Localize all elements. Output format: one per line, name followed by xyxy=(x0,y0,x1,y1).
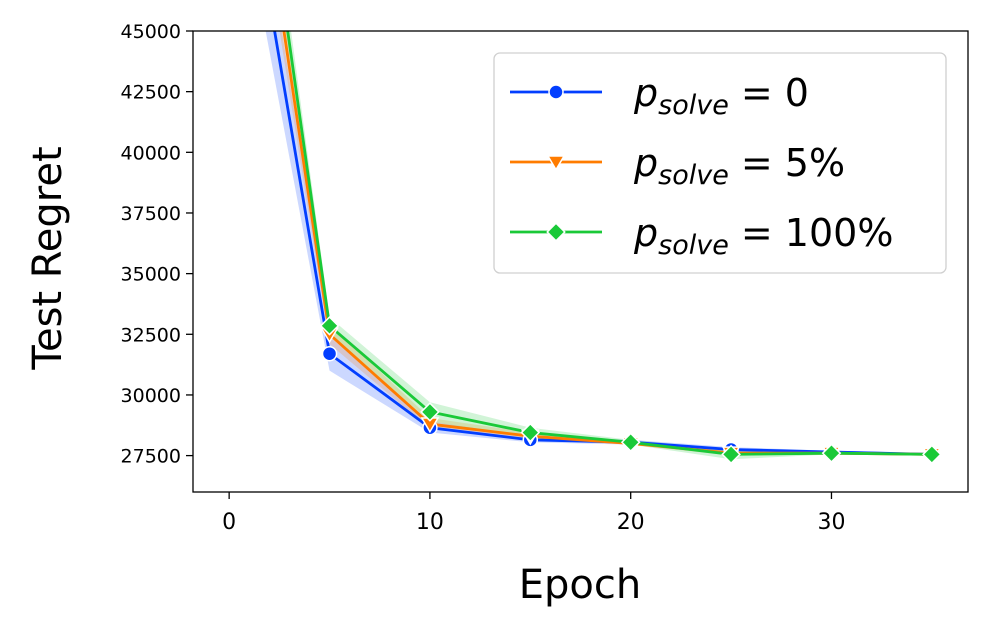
series-markers xyxy=(319,315,942,465)
y-tick-label: 40000 xyxy=(121,142,181,164)
plot-frame xyxy=(192,30,969,493)
y-tick-label: 37500 xyxy=(121,203,181,225)
legend-value: = 100% xyxy=(729,211,894,255)
series-lines xyxy=(273,31,932,456)
legend-symbol: p xyxy=(633,141,658,185)
x-axis: 0 10 20 30 xyxy=(222,492,845,535)
y-tick-label: 35000 xyxy=(121,264,181,286)
x-tick-label: 20 xyxy=(617,510,645,535)
y-tick-label: 42500 xyxy=(121,82,181,104)
x-tick-label: 10 xyxy=(416,510,444,535)
legend-symbol: p xyxy=(633,71,658,115)
y-tick-label: 45000 xyxy=(121,21,181,43)
legend-marker xyxy=(546,155,566,172)
legend-entry-label: psolve = 5% xyxy=(633,141,845,191)
y-axis-title: Test Regret xyxy=(25,146,71,370)
data-point-2 xyxy=(821,443,842,463)
legend-symbol: p xyxy=(633,211,658,255)
x-tick-label: 30 xyxy=(817,510,845,535)
legend-value: = 0 xyxy=(729,71,809,115)
legend-entry-label: psolve = 100% xyxy=(633,211,893,261)
data-point-0 xyxy=(321,345,338,362)
series-line-2 xyxy=(286,31,932,456)
data-point-2 xyxy=(620,432,641,453)
legend-subscript: solve xyxy=(658,230,729,261)
x-axis-title: Epoch xyxy=(519,562,641,608)
legend-marker xyxy=(546,222,566,242)
data-point-2 xyxy=(520,422,541,443)
legend-entry-label: psolve = 0 xyxy=(633,71,809,121)
data-point-2 xyxy=(922,444,942,465)
legend-box xyxy=(493,52,947,274)
data-point-2 xyxy=(319,315,340,336)
legend-value: = 5% xyxy=(729,141,845,185)
data-point-2 xyxy=(721,444,741,465)
y-tick-label: 32500 xyxy=(121,324,181,346)
y-tick-label: 30000 xyxy=(121,385,181,407)
y-axis: 27500 30000 32500 35000 37500 40000 42500 45000 xyxy=(121,21,193,468)
legend-subscript: solve xyxy=(658,90,729,121)
legend-marker xyxy=(548,84,564,100)
y-tick-label: 27500 xyxy=(121,446,181,468)
legend-subscript: solve xyxy=(658,160,729,191)
data-point-2 xyxy=(420,402,440,422)
x-tick-label: 0 xyxy=(222,510,236,535)
